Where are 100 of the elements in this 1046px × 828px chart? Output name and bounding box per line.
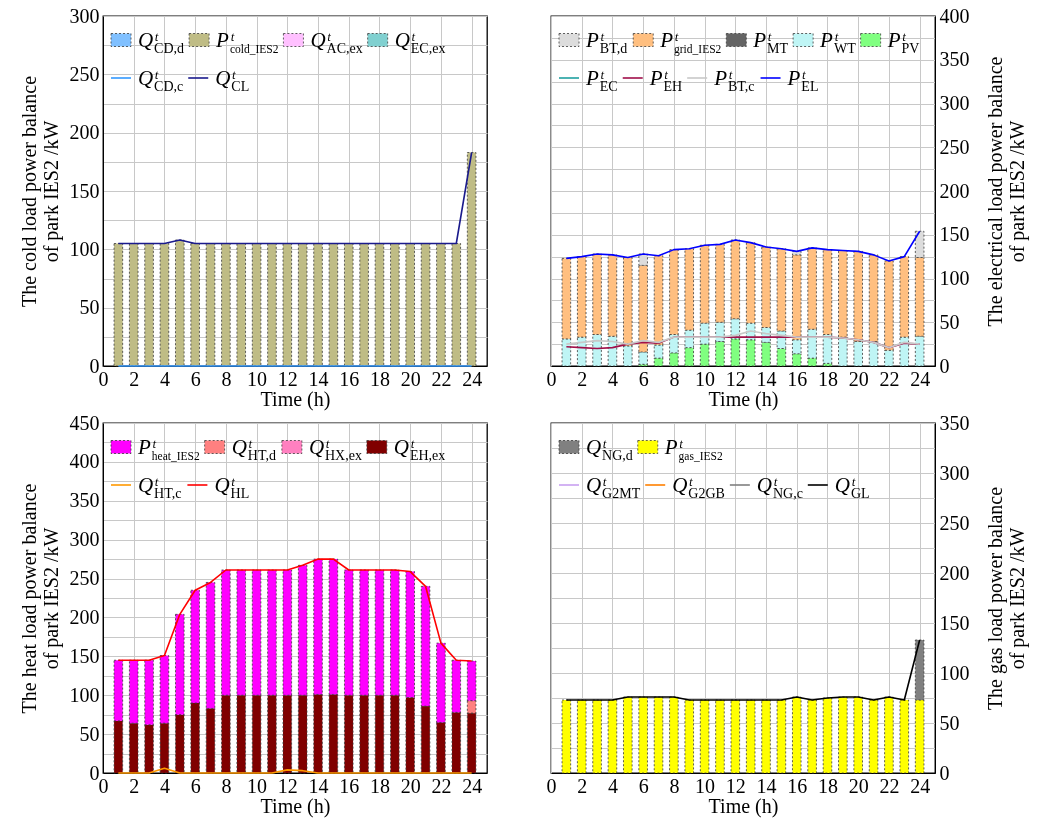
- y2-tick-label: 300: [939, 92, 970, 114]
- x-tick-label: 20: [848, 774, 869, 797]
- x-axis-title: Time (h): [260, 387, 331, 411]
- x-tick-label: 18: [817, 774, 838, 797]
- bar: [313, 243, 323, 367]
- bar: [638, 696, 648, 774]
- y-tick-label: 300: [69, 528, 100, 551]
- bar: [390, 243, 400, 367]
- y2-tick-label: 200: [939, 179, 970, 202]
- bar: [221, 243, 231, 367]
- x-tick-label: 2: [577, 774, 588, 797]
- x-tick-label: 16: [339, 367, 360, 390]
- x-axis-title: Time (h): [260, 794, 331, 818]
- bar: [267, 243, 277, 367]
- x-tick-label: 18: [817, 367, 838, 390]
- bar: [420, 243, 431, 367]
- y-tick-label: 50: [79, 296, 100, 319]
- x-tick-label: 24: [462, 367, 483, 390]
- bar: [669, 696, 679, 774]
- x-tick-label: 4: [159, 367, 170, 390]
- bar: [282, 243, 293, 367]
- x-axis-title: Time (h): [708, 794, 779, 818]
- x-tick-label: 16: [339, 774, 360, 797]
- y-tick-label: 300: [69, 4, 100, 27]
- x-tick-label: 18: [369, 367, 390, 390]
- bar: [190, 243, 200, 367]
- x-tick-label: 20: [400, 367, 421, 390]
- y2-tick-label: 100: [939, 661, 970, 684]
- y2-tick-label: 100: [939, 267, 970, 289]
- bar: [561, 699, 572, 774]
- x-tick-label: 4: [607, 774, 618, 797]
- x-tick-label: 8: [669, 367, 680, 390]
- x-tick-label: 8: [669, 774, 680, 797]
- y-tick-label: 250: [69, 62, 100, 85]
- bar: [822, 697, 833, 774]
- bar: [113, 243, 124, 367]
- bar: [344, 243, 354, 367]
- bar: [129, 243, 139, 367]
- x-tick-label: 12: [725, 774, 746, 797]
- y2-tick-label: 350: [939, 411, 970, 434]
- bar: [466, 152, 477, 367]
- x-tick-label: 22: [879, 774, 900, 797]
- bar: [838, 696, 848, 774]
- y2-tick-label: 150: [939, 223, 970, 246]
- bar: [328, 243, 339, 367]
- bar: [592, 699, 602, 774]
- bar: [699, 699, 710, 774]
- x-tick-label: 4: [607, 367, 618, 390]
- x-tick-label: 24: [910, 367, 931, 390]
- x-tick-label: 6: [638, 367, 649, 390]
- y-tick-label: 100: [69, 683, 100, 706]
- y-tick-label: 150: [69, 644, 100, 667]
- x-tick-label: 24: [910, 774, 931, 797]
- y-tick-label: 400: [69, 450, 100, 473]
- x-tick-label: 4: [159, 774, 170, 797]
- y-tick-label: 50: [79, 722, 100, 745]
- bar: [577, 699, 587, 774]
- x-tick-label: 12: [277, 774, 298, 797]
- x-tick-label: 14: [756, 367, 777, 390]
- bar: [175, 239, 185, 367]
- line-series: [117, 558, 473, 662]
- bar: [761, 699, 771, 774]
- y-axis-title: The cold load power balance of park IES2 /kW: [17, 75, 63, 308]
- x-tick-label: 12: [725, 367, 746, 390]
- y2-tick-label: 350: [939, 48, 970, 71]
- y2-tick-label: 300: [939, 461, 970, 484]
- x-tick-label: 16: [787, 367, 808, 390]
- bar: [297, 243, 308, 367]
- x-tick-label: 2: [129, 367, 140, 390]
- x-tick-label: 10: [247, 774, 268, 797]
- y-tick-label: 250: [69, 567, 100, 590]
- bar: [684, 699, 694, 774]
- y2-tick-label: 50: [939, 711, 960, 734]
- x-tick-label: 10: [695, 774, 716, 797]
- line-series: [565, 230, 921, 262]
- y2-tick-label: 150: [939, 611, 970, 634]
- bar: [853, 696, 863, 774]
- x-tick-label: 22: [879, 367, 900, 390]
- x-tick-label: 8: [221, 774, 232, 797]
- bar: [236, 243, 246, 367]
- bar: [623, 696, 633, 774]
- bar: [776, 699, 787, 774]
- bar: [374, 243, 385, 367]
- y-tick-label: 150: [69, 179, 100, 202]
- y2-tick-label: 200: [939, 561, 970, 584]
- x-tick-label: 0: [546, 774, 557, 797]
- bar: [745, 699, 756, 774]
- x-tick-label: 22: [431, 367, 452, 390]
- x-tick-label: 2: [577, 367, 588, 390]
- bar: [405, 243, 415, 367]
- y2-tick-label: 250: [939, 135, 970, 158]
- x-tick-label: 14: [756, 774, 777, 797]
- bar: [607, 699, 618, 774]
- x-tick-label: 22: [431, 774, 452, 797]
- y2-axis-title: The electrical load power balance of park IES2 /kW: [983, 56, 1029, 327]
- x-tick-label: 6: [638, 774, 649, 797]
- x-tick-label: 6: [190, 774, 201, 797]
- x-tick-label: 12: [277, 367, 298, 390]
- bar: [868, 699, 879, 774]
- x-axis-title: Time (h): [708, 387, 779, 411]
